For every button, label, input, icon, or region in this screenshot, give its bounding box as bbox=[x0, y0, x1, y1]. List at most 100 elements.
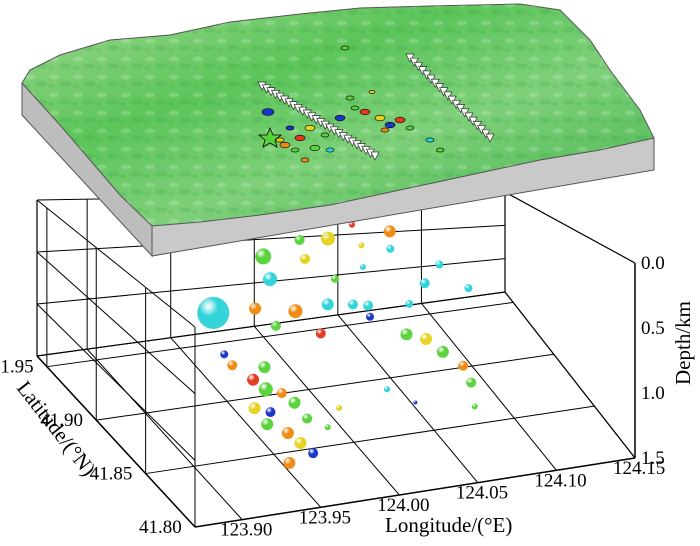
hypocenter-point bbox=[466, 377, 477, 388]
hypocenter-point bbox=[276, 388, 287, 399]
back-wall-gridline-z bbox=[36, 291, 506, 357]
epicenter-mark bbox=[380, 127, 390, 133]
station-triangle-icon bbox=[370, 151, 380, 161]
hypocenter-point bbox=[281, 427, 294, 440]
left-wall-gridline-z bbox=[36, 355, 196, 528]
epicenter-mark bbox=[368, 90, 376, 94]
hypocenter-point bbox=[227, 360, 238, 371]
z-tick-label: 0.5 bbox=[641, 318, 665, 339]
hypocenter-point bbox=[300, 253, 311, 264]
hypocenter-point bbox=[265, 407, 276, 418]
hypocenter-point bbox=[363, 300, 374, 311]
epicenter-mark bbox=[435, 147, 445, 153]
hypocenter-point bbox=[270, 320, 281, 331]
epicenter-mark bbox=[405, 125, 415, 131]
hypocenter-point bbox=[248, 402, 261, 415]
hypocenter-point bbox=[320, 231, 335, 246]
epicenter-mark bbox=[290, 147, 300, 153]
y-tick-labels: 41.80 41.85 41.90 41.95 bbox=[0, 357, 182, 538]
x-tick-label: 124.10 bbox=[534, 470, 586, 491]
floor-gridline-x bbox=[253, 325, 400, 496]
hypocenter-point bbox=[436, 345, 449, 358]
station-arrays bbox=[257, 53, 495, 161]
floor-gridline-x bbox=[170, 337, 322, 508]
hypocenter-point bbox=[294, 234, 305, 245]
floor-gridline-x bbox=[86, 348, 243, 520]
epicenter-mark bbox=[345, 95, 355, 101]
hypocenter-point bbox=[347, 299, 358, 310]
epicenter-mark bbox=[275, 137, 285, 143]
x-axis-label: Longitude/(°E) bbox=[385, 513, 512, 537]
hypocenter-point bbox=[308, 448, 319, 459]
hypocenter-point bbox=[413, 400, 418, 405]
floor-gridline-y bbox=[46, 301, 514, 368]
floor-gridline-x bbox=[504, 291, 636, 459]
epicenter-mark bbox=[320, 132, 330, 138]
hypocenter-point bbox=[302, 413, 313, 424]
epicenter-mark bbox=[374, 114, 386, 122]
x-tick-label: 123.90 bbox=[220, 520, 272, 541]
terrain-texture bbox=[22, 4, 654, 226]
epicenter-mark bbox=[300, 157, 310, 163]
station-triangle-icon bbox=[485, 133, 495, 143]
hypocenter-point bbox=[315, 328, 326, 339]
x-tick-label: 124.15 bbox=[613, 458, 665, 479]
y-tick-label: 41.90 bbox=[40, 410, 83, 431]
floor-gridline-x bbox=[337, 314, 479, 483]
hypocenter-point bbox=[435, 260, 444, 269]
x-tick-labels: 123.90 123.95 124.00 124.05 124.10 124.15 bbox=[220, 458, 665, 541]
epicenter-mark bbox=[384, 121, 396, 129]
hypocenter-point bbox=[359, 264, 366, 271]
hypocenter-point bbox=[255, 248, 272, 265]
back-wall-gridline-z bbox=[36, 224, 506, 253]
epicenter-mark bbox=[304, 124, 316, 132]
epicenter-mark bbox=[309, 144, 321, 152]
z-tick-labels: 0.0 0.5 1.0 1.5 bbox=[641, 253, 665, 469]
topographic-slab bbox=[21, 3, 655, 258]
z-tick-label: 1.5 bbox=[641, 448, 665, 469]
hypocenter-point bbox=[288, 396, 301, 409]
hypocenter-point bbox=[330, 274, 339, 283]
hypocenter-point bbox=[336, 404, 343, 411]
floor-gridline-x bbox=[421, 303, 557, 471]
hypocenter-point bbox=[324, 424, 331, 431]
hypocenter-point bbox=[458, 360, 469, 371]
z-tick-label: 1.0 bbox=[641, 383, 665, 404]
hypocenter-point bbox=[283, 457, 296, 470]
mainshock-star-icon bbox=[257, 126, 283, 148]
epicenter-mark bbox=[350, 105, 360, 111]
z-tick-label: 0.0 bbox=[641, 253, 665, 274]
x-tick-label: 124.00 bbox=[377, 495, 429, 516]
left-wall-gridline-z bbox=[36, 251, 196, 395]
epicenter-mark bbox=[285, 125, 295, 131]
hypocenter-point bbox=[419, 278, 430, 289]
floor-gridline-y bbox=[96, 353, 554, 421]
y-tick-label: 41.85 bbox=[90, 464, 133, 485]
y-axis-label: Latitude/(°N) bbox=[12, 376, 101, 480]
hypocenter-point bbox=[383, 225, 396, 238]
hypocenter-point bbox=[247, 373, 260, 386]
hypocenter-point bbox=[197, 296, 230, 329]
hypocenter-point bbox=[366, 312, 374, 321]
epicenter-mark bbox=[261, 108, 275, 116]
top-right-edge bbox=[504, 191, 636, 264]
hypocenter-point bbox=[220, 350, 229, 359]
z-axis-label: Depth/km bbox=[671, 301, 695, 385]
epicenter-marks bbox=[261, 45, 445, 163]
hypocenter-point bbox=[258, 382, 273, 397]
floor-gridline-y bbox=[145, 405, 595, 475]
epicenter-mark bbox=[279, 141, 291, 149]
floor-gridline-y bbox=[194, 457, 636, 528]
hypocenter-point bbox=[294, 437, 307, 450]
hypocenter-point bbox=[420, 333, 433, 346]
epicenter-mark bbox=[359, 108, 371, 116]
hypocenter-point bbox=[400, 328, 413, 341]
epicenter-mark bbox=[425, 137, 435, 143]
hypocenter-point bbox=[261, 418, 274, 431]
hypocenter-point bbox=[386, 244, 395, 253]
hypocenter-point bbox=[405, 299, 414, 308]
y-tick-label: 41.80 bbox=[139, 517, 182, 538]
epicenter-mark bbox=[325, 147, 335, 153]
hypocenter-point bbox=[471, 403, 478, 410]
